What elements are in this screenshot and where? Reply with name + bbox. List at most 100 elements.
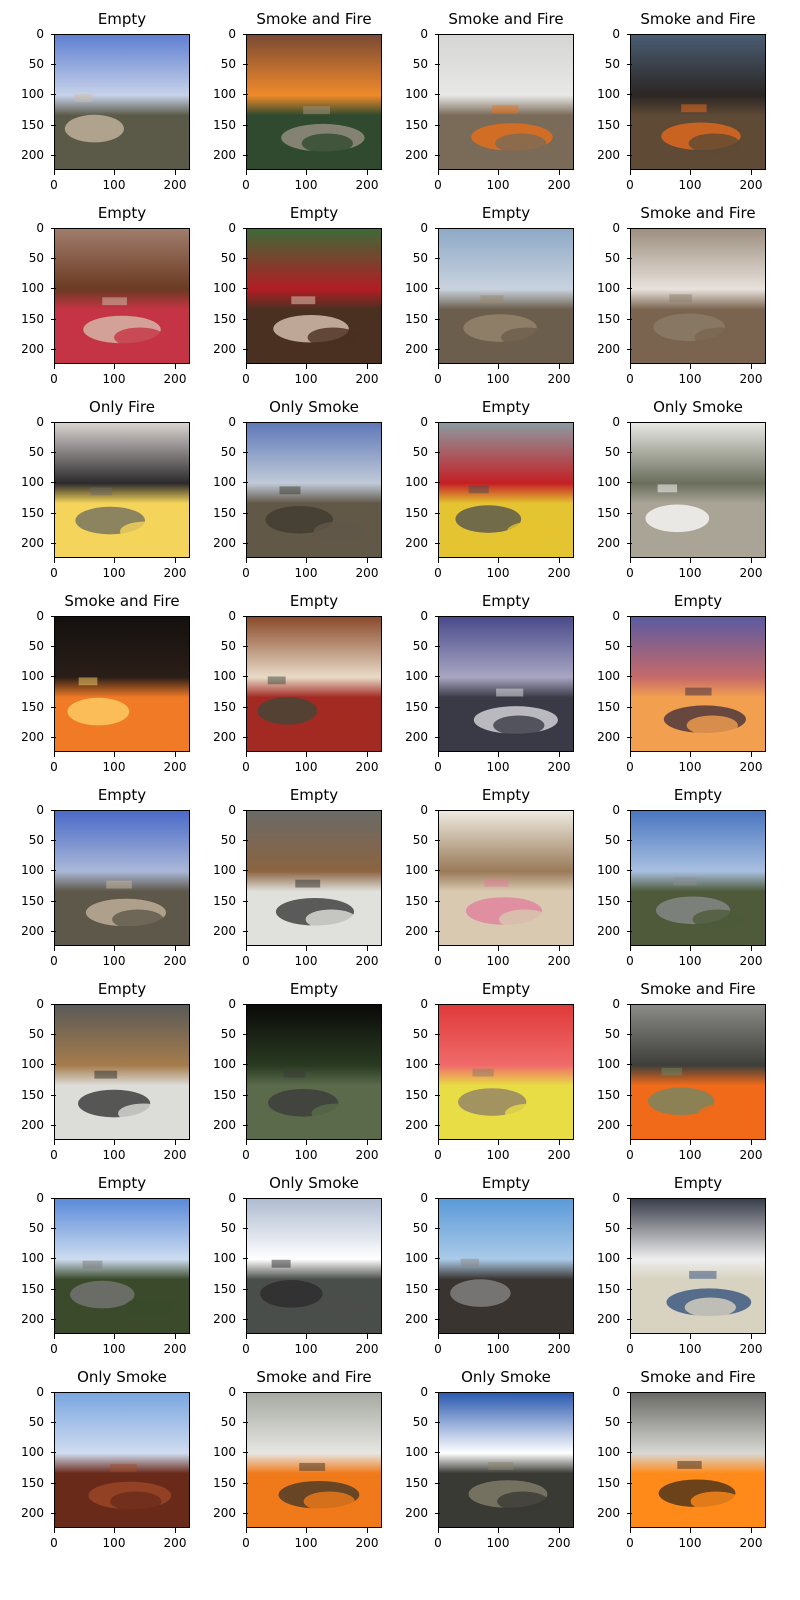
y-tick-label: 200 <box>590 1312 632 1326</box>
x-tick-label: 200 <box>347 946 387 968</box>
y-tick-label: 100 <box>398 669 440 683</box>
y-tick-label: 50 <box>590 445 632 459</box>
x-tick-label: 0 <box>610 364 650 386</box>
image-panel: Smoke and Fire 0 50 100 150 200 0 100 200 <box>192 1366 382 1556</box>
x-tick-label: 100 <box>286 1140 326 1162</box>
y-tick-label: 200 <box>590 148 632 162</box>
panel-title: Only Smoke <box>461 1368 551 1386</box>
y-tick-label: 0 <box>14 221 56 235</box>
panel-image <box>438 616 574 752</box>
y-tick-label: 100 <box>590 1251 632 1265</box>
y-tick-label: 0 <box>206 415 248 429</box>
y-tick-label: 150 <box>398 1476 440 1490</box>
panel-title: Smoke and Fire <box>640 204 756 222</box>
x-tick-label: 0 <box>226 1528 266 1550</box>
y-tick-label: 50 <box>590 1221 632 1235</box>
x-tick-label: 100 <box>670 558 710 580</box>
x-tick-label: 100 <box>94 1140 134 1162</box>
x-tick-label: 0 <box>226 170 266 192</box>
panel-image <box>438 1392 574 1528</box>
y-tick-label: 150 <box>398 1088 440 1102</box>
x-tick-label: 100 <box>94 1334 134 1356</box>
panel-image <box>54 810 190 946</box>
x-tick-label: 200 <box>347 752 387 774</box>
panel-image <box>54 616 190 752</box>
y-tick-label: 0 <box>14 1385 56 1399</box>
y-tick-label: 100 <box>590 863 632 877</box>
x-tick-label: 0 <box>610 558 650 580</box>
x-tick-label: 100 <box>286 558 326 580</box>
y-tick-label: 0 <box>206 997 248 1011</box>
x-tick-label: 100 <box>286 1528 326 1550</box>
x-tick-label: 100 <box>286 946 326 968</box>
x-tick-label: 200 <box>155 558 195 580</box>
panel-image <box>246 1004 382 1140</box>
image-panel: Empty 0 50 100 150 200 0 100 200 <box>384 784 574 974</box>
x-tick-label: 100 <box>94 364 134 386</box>
y-tick-label: 100 <box>14 87 56 101</box>
y-tick-label: 50 <box>590 833 632 847</box>
panel-title: Empty <box>481 592 531 610</box>
y-tick-label: 200 <box>206 148 248 162</box>
panel-image <box>54 1004 190 1140</box>
y-tick-label: 100 <box>398 87 440 101</box>
panel-image <box>246 1198 382 1334</box>
panel-image <box>438 228 574 364</box>
y-tick-label: 50 <box>206 639 248 653</box>
y-tick-label: 50 <box>14 639 56 653</box>
panel-image <box>630 616 766 752</box>
x-tick-label: 100 <box>670 1528 710 1550</box>
y-tick-label: 200 <box>398 536 440 550</box>
x-tick-label: 0 <box>34 364 74 386</box>
image-panel: Empty 0 50 100 150 200 0 100 200 <box>384 1172 574 1362</box>
y-tick-label: 0 <box>398 997 440 1011</box>
y-tick-label: 200 <box>398 1118 440 1132</box>
y-tick-label: 200 <box>14 1506 56 1520</box>
panel-title: Empty <box>97 10 147 28</box>
panel-image <box>246 422 382 558</box>
y-tick-label: 100 <box>590 1445 632 1459</box>
y-tick-label: 0 <box>398 1191 440 1205</box>
y-tick-label: 0 <box>398 221 440 235</box>
x-tick-label: 200 <box>347 1528 387 1550</box>
y-tick-label: 150 <box>14 894 56 908</box>
x-tick-label: 100 <box>670 1334 710 1356</box>
y-tick-label: 150 <box>206 118 248 132</box>
x-tick-label: 0 <box>226 1334 266 1356</box>
x-tick-label: 100 <box>478 170 518 192</box>
panel-title: Only Smoke <box>269 398 359 416</box>
image-panel: Smoke and Fire 0 50 100 150 200 0 100 200 <box>576 8 766 198</box>
y-tick-label: 50 <box>590 1415 632 1429</box>
x-tick-label: 0 <box>610 1334 650 1356</box>
y-tick-label: 50 <box>206 833 248 847</box>
panel-image <box>630 228 766 364</box>
y-tick-label: 100 <box>14 1057 56 1071</box>
y-tick-label: 100 <box>398 1445 440 1459</box>
y-tick-label: 100 <box>398 863 440 877</box>
x-tick-label: 0 <box>610 946 650 968</box>
x-tick-label: 0 <box>418 558 458 580</box>
panel-title: Empty <box>97 204 147 222</box>
y-tick-label: 0 <box>14 997 56 1011</box>
y-tick-label: 200 <box>14 342 56 356</box>
y-tick-label: 150 <box>398 506 440 520</box>
image-panel: Empty 0 50 100 150 200 0 100 200 <box>576 590 766 780</box>
panel-title: Empty <box>97 786 147 804</box>
y-tick-label: 50 <box>14 57 56 71</box>
y-tick-label: 200 <box>590 1118 632 1132</box>
y-tick-label: 200 <box>398 1312 440 1326</box>
x-tick-label: 200 <box>347 170 387 192</box>
x-tick-label: 200 <box>731 1334 771 1356</box>
y-tick-label: 50 <box>14 1415 56 1429</box>
x-tick-label: 100 <box>670 1140 710 1162</box>
panel-image <box>246 1392 382 1528</box>
x-tick-label: 200 <box>539 170 579 192</box>
y-tick-label: 0 <box>590 803 632 817</box>
y-tick-label: 200 <box>14 148 56 162</box>
y-tick-label: 150 <box>590 1476 632 1490</box>
panel-image <box>54 1392 190 1528</box>
y-tick-label: 0 <box>206 1385 248 1399</box>
panel-title: Empty <box>673 1174 723 1192</box>
x-tick-label: 200 <box>539 946 579 968</box>
panel-image <box>438 422 574 558</box>
